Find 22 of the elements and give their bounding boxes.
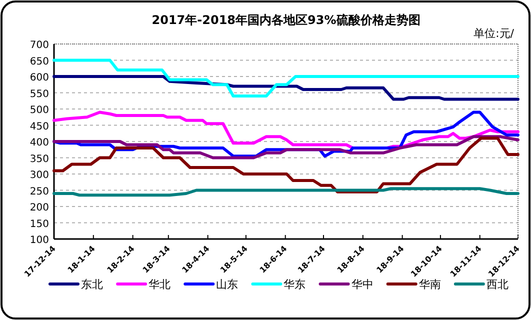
y-tick-label: 250 <box>30 186 49 198</box>
legend-label: 华东 <box>284 278 306 291</box>
y-tick-label: 300 <box>30 170 49 181</box>
legend-label: 华中 <box>351 278 374 291</box>
legend-label: 东北 <box>81 278 103 291</box>
y-tick-label: 500 <box>30 105 49 116</box>
y-tick-label: 400 <box>30 138 49 148</box>
y-tick-label: 700 <box>30 40 49 51</box>
y-tick-label: 100 <box>30 235 49 246</box>
y-tick-label: 150 <box>30 218 49 230</box>
y-tick-label: 200 <box>30 202 49 214</box>
y-tick-label: 650 <box>30 56 49 68</box>
legend-label: 华北 <box>148 278 171 291</box>
ylabel: 单位:元/ <box>474 27 514 40</box>
y-tick-label: 350 <box>30 154 49 165</box>
y-tick-label: 550 <box>30 88 49 100</box>
legend-label: 西北 <box>486 278 508 291</box>
y-tick-label: 600 <box>30 72 49 84</box>
legend-label: 华南 <box>418 278 441 291</box>
y-tick-label: 450 <box>30 121 49 132</box>
title: 2017年-2018年国内各地区93%硫酸价格走势图 <box>152 13 420 27</box>
legend-label: 山东 <box>216 278 238 291</box>
